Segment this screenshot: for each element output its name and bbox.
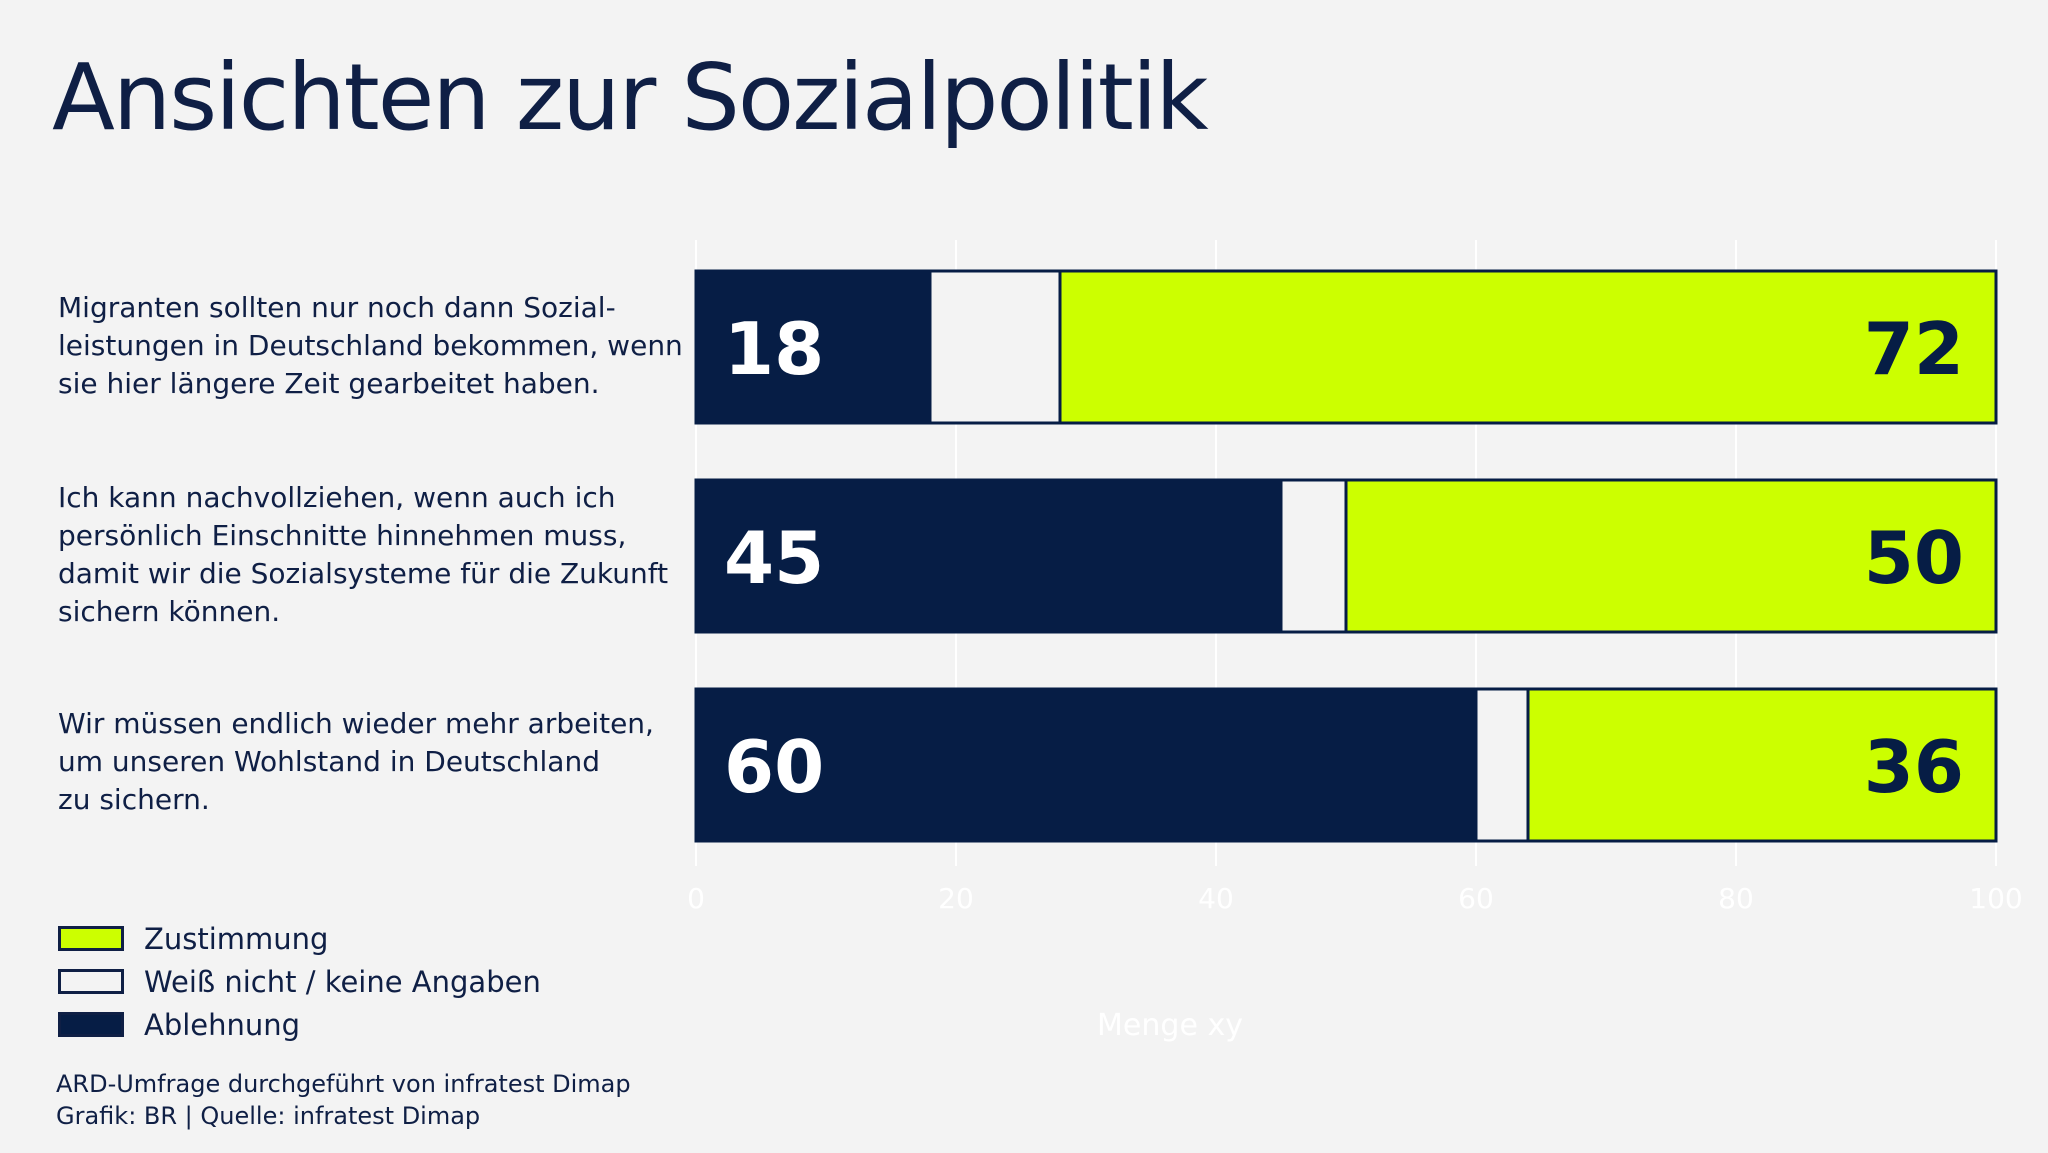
x-tick-label-20: 20 <box>938 882 974 915</box>
category-label-line: zu sichern. <box>58 783 210 816</box>
category-label-line: um unseren Wohlstand in Deutschland <box>58 745 600 778</box>
category-label-line: damit wir die Sozialsysteme für die Zuku… <box>58 557 669 590</box>
bar-weiß-nicht-keine-angaben-1 <box>928 269 1062 425</box>
bar-zustimmung-2 <box>1344 478 1998 634</box>
legend-swatch-ablehnung <box>58 1012 124 1037</box>
source-note: ARD-Umfrage durchgeführt von infratest D… <box>56 1068 631 1132</box>
category-label-line: Wir müssen endlich wieder mehr arbeiten, <box>58 707 654 740</box>
data-label-ablehnung-2: 45 <box>724 516 824 600</box>
category-label-line: Ich kann nachvollziehen, wenn auch ich <box>58 481 616 514</box>
category-label-line: persönlich Einschnitte hinnehmen muss, <box>58 519 627 552</box>
legend: Zustimmung Weiß nicht / keine Angaben Ab… <box>58 917 541 1046</box>
category-label-line: sie hier längere Zeit gearbeitet haben. <box>58 367 600 400</box>
legend-swatch-zustimmung <box>58 926 124 951</box>
data-label-zustimmung-1: 72 <box>1864 307 1964 391</box>
category-label-line: leistungen in Deutschland bekommen, wenn <box>58 329 683 362</box>
category-label-1: Migranten sollten nur noch dann Sozial-l… <box>58 289 698 403</box>
bar-weiß-nicht-keine-angaben-3 <box>1474 687 1530 843</box>
legend-item-weiss-nicht: Weiß nicht / keine Angaben <box>58 960 541 1003</box>
category-label-2: Ich kann nachvollziehen, wenn auch ich pe… <box>58 479 698 631</box>
legend-label-zustimmung: Zustimmung <box>144 921 329 956</box>
x-tick-label-0: 0 <box>687 882 705 915</box>
category-label-line: sichern können. <box>58 595 281 628</box>
legend-item-ablehnung: Ablehnung <box>58 1003 541 1046</box>
bar-zustimmung-1 <box>1058 269 1998 425</box>
x-tick-label-40: 40 <box>1198 882 1234 915</box>
data-label-ablehnung-1: 18 <box>724 307 824 391</box>
bar-ablehnung-2 <box>694 478 1283 634</box>
category-label-3: Wir müssen endlich wieder mehr arbeiten,… <box>58 705 698 819</box>
legend-item-zustimmung: Zustimmung <box>58 917 541 960</box>
x-tick-label-80: 80 <box>1718 882 1754 915</box>
x-tick-label-60: 60 <box>1458 882 1494 915</box>
x-tick-label-100: 100 <box>1969 882 2022 915</box>
bar-zustimmung-3 <box>1526 687 1998 843</box>
chart-title: Ansichten zur Sozialpolitik <box>52 44 1209 151</box>
category-label-line: Migranten sollten nur noch dann Sozial- <box>58 291 616 324</box>
legend-swatch-weiss-nicht <box>58 969 124 994</box>
x-axis-label: Menge xy <box>1097 1008 1243 1043</box>
source-line-2: Grafik: BR | Quelle: infratest Dimap <box>56 1102 481 1130</box>
data-label-ablehnung-3: 60 <box>724 725 824 809</box>
data-label-zustimmung-2: 50 <box>1864 516 1964 600</box>
data-label-zustimmung-3: 36 <box>1864 725 1964 809</box>
source-line-1: ARD-Umfrage durchgeführt von infratest D… <box>56 1070 631 1098</box>
bar-weiß-nicht-keine-angaben-2 <box>1279 478 1348 634</box>
legend-label-ablehnung: Ablehnung <box>144 1007 301 1042</box>
legend-label-weiss-nicht: Weiß nicht / keine Angaben <box>144 964 541 999</box>
